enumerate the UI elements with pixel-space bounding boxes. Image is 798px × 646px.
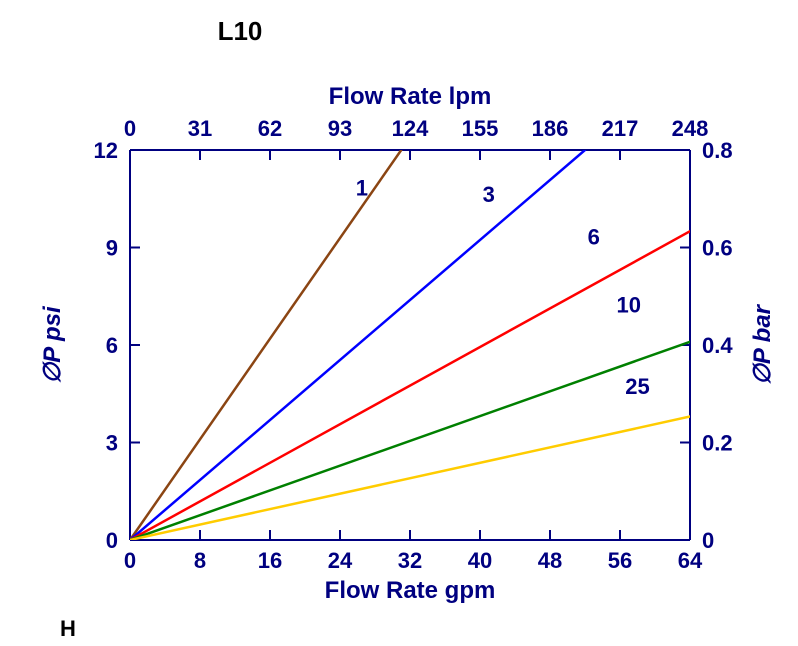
tick-label-right: 0 bbox=[702, 528, 714, 553]
series-label-1: 1 bbox=[356, 176, 368, 201]
tick-label-top: 31 bbox=[188, 116, 212, 141]
tick-label-top: 62 bbox=[258, 116, 282, 141]
tick-label-bottom: 40 bbox=[468, 548, 492, 573]
series-label-25: 25 bbox=[625, 374, 649, 399]
axis-label-left: ∅P psi bbox=[39, 305, 66, 384]
tick-label-bottom: 56 bbox=[608, 548, 632, 573]
axis-label-right: ∅P bar bbox=[749, 303, 776, 385]
tick-label-left: 0 bbox=[106, 528, 118, 553]
tick-label-left: 3 bbox=[106, 431, 118, 456]
tick-label-left: 6 bbox=[106, 333, 118, 358]
axis-label-bottom: Flow Rate gpm bbox=[325, 577, 496, 604]
tick-label-bottom: 32 bbox=[398, 548, 422, 573]
tick-label-bottom: 0 bbox=[124, 548, 136, 573]
tick-label-top: 0 bbox=[124, 116, 136, 141]
chart-title: L10 bbox=[218, 16, 263, 46]
tick-label-top: 186 bbox=[532, 116, 569, 141]
tick-label-right: 0.6 bbox=[702, 236, 733, 261]
chart-container: 0816243240485664031629312415518621724803… bbox=[0, 0, 798, 646]
tick-label-right: 0.4 bbox=[702, 333, 733, 358]
series-label-10: 10 bbox=[617, 293, 641, 318]
tick-label-left: 12 bbox=[94, 138, 118, 163]
tick-label-bottom: 64 bbox=[678, 548, 703, 573]
axis-label-top: Flow Rate lpm bbox=[329, 83, 492, 110]
tick-label-bottom: 16 bbox=[258, 548, 282, 573]
tick-label-bottom: 8 bbox=[194, 548, 206, 573]
corner-label: H bbox=[60, 616, 76, 641]
tick-label-top: 155 bbox=[462, 116, 499, 141]
tick-label-left: 9 bbox=[106, 236, 118, 261]
tick-label-right: 0.2 bbox=[702, 431, 733, 456]
tick-label-bottom: 24 bbox=[328, 548, 353, 573]
tick-label-right: 0.8 bbox=[702, 138, 733, 163]
pressure-flow-chart: 0816243240485664031629312415518621724803… bbox=[0, 0, 798, 646]
series-label-6: 6 bbox=[588, 224, 600, 249]
tick-label-top: 124 bbox=[392, 116, 429, 141]
tick-label-top: 217 bbox=[602, 116, 639, 141]
tick-label-bottom: 48 bbox=[538, 548, 562, 573]
series-label-3: 3 bbox=[483, 182, 495, 207]
tick-label-top: 93 bbox=[328, 116, 352, 141]
